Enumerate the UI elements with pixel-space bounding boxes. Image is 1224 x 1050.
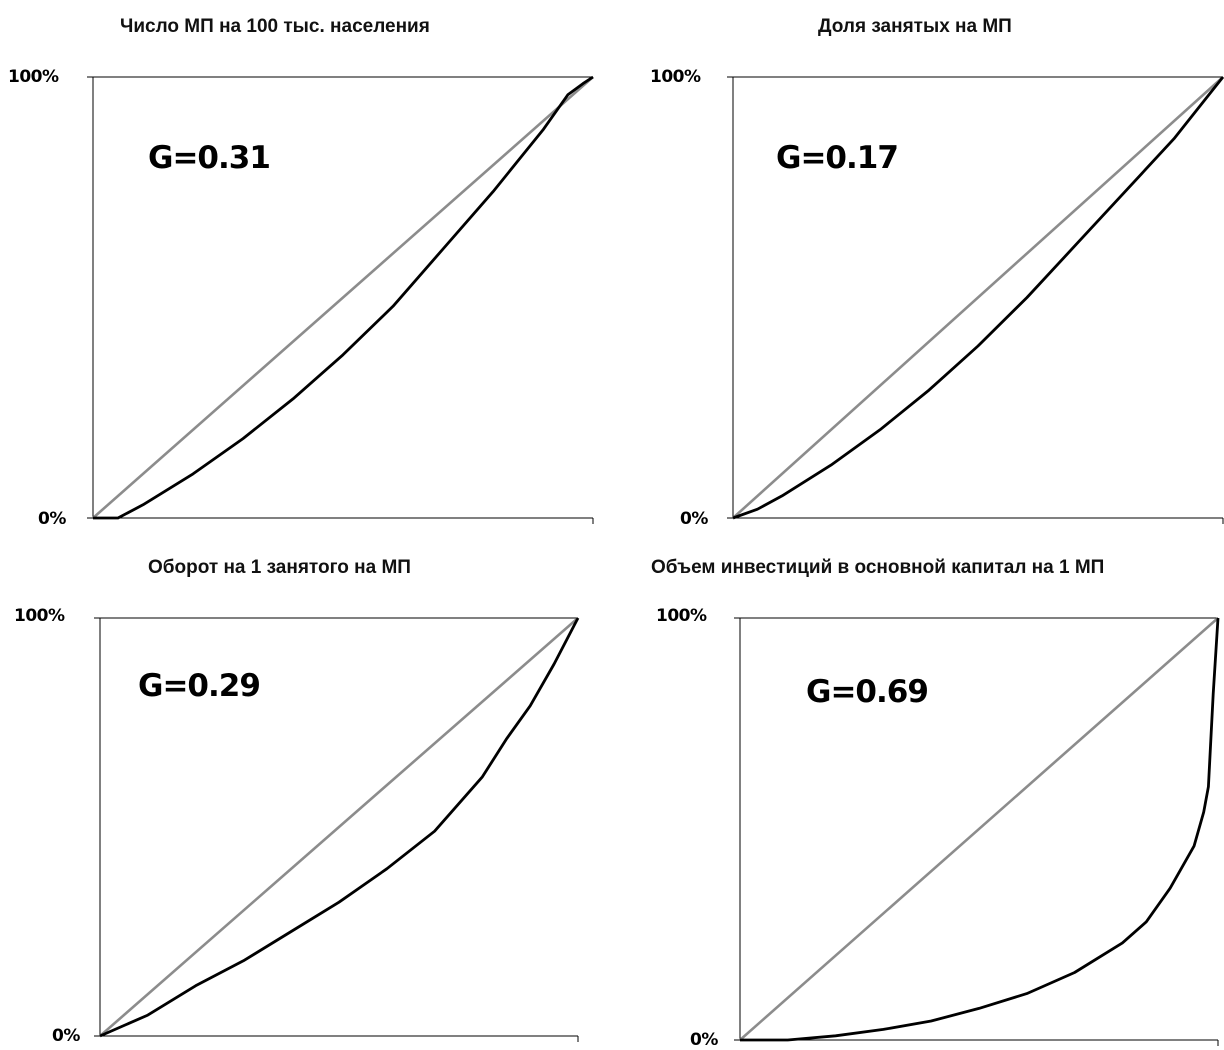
chart-title: Объем инвестиций в основной капитал на 1… bbox=[651, 557, 1105, 578]
y-tick-label-bottom: 0% bbox=[52, 1026, 80, 1046]
lorenz-curve bbox=[732, 76, 1224, 520]
y-tick-label-bottom: 0% bbox=[680, 509, 708, 529]
lorenz-plot bbox=[734, 617, 1220, 1046]
y-tick-label-top: 100% bbox=[14, 606, 65, 626]
equality-line bbox=[92, 76, 594, 519]
y-tick-label-top: 100% bbox=[656, 606, 707, 626]
y-tick-label-bottom: 0% bbox=[690, 1030, 718, 1050]
gini-annotation: G=0.31 bbox=[148, 140, 271, 176]
equality-line bbox=[99, 617, 579, 1037]
gini-annotation: G=0.17 bbox=[776, 140, 899, 176]
equality-line bbox=[732, 76, 1224, 519]
y-tick-label-top: 100% bbox=[650, 67, 701, 87]
y-tick-label-bottom: 0% bbox=[38, 509, 66, 529]
lorenz-curve bbox=[93, 75, 594, 520]
lorenz-plot bbox=[727, 76, 1224, 524]
chart-title: Число МП на 100 тыс. населения bbox=[120, 16, 430, 37]
lorenz-plot bbox=[94, 617, 580, 1042]
lorenz-plot bbox=[87, 75, 594, 524]
chart-title: Оборот на 1 занятого на МП bbox=[148, 557, 411, 578]
lorenz-curve bbox=[740, 617, 1220, 1042]
gini-annotation: G=0.29 bbox=[138, 668, 261, 704]
y-tick-label-top: 100% bbox=[8, 67, 59, 87]
gini-annotation: G=0.69 bbox=[806, 674, 929, 710]
equality-line bbox=[739, 617, 1219, 1041]
chart-title: Доля занятых на МП bbox=[818, 16, 1012, 37]
lorenz-curve bbox=[99, 617, 580, 1038]
